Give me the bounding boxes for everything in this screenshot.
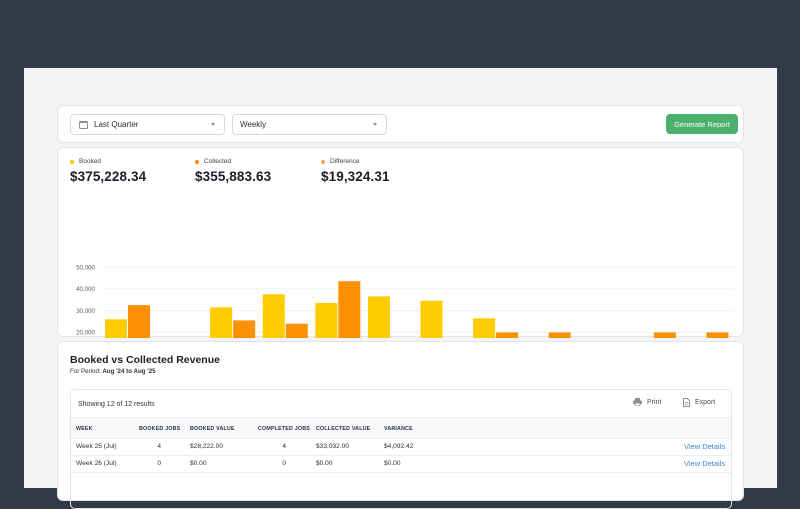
report-period: For Period: Aug '24 to Aug '25 — [70, 368, 156, 375]
bar-collected-week-33 — [548, 332, 571, 338]
chevron-down-icon — [211, 123, 215, 126]
y-tick-label: 40,000 — [76, 286, 95, 293]
report-title: Booked vs Collected Revenue — [70, 354, 220, 366]
report-period-value: Aug '24 to Aug '25 — [102, 368, 156, 375]
period-select-value: Last Quarter — [94, 120, 139, 129]
results-count: Showing 12 of 12 results — [78, 401, 155, 408]
bar-booked-week-27 — [210, 307, 233, 338]
col-collected-value: COLLECTED VALUE — [316, 426, 371, 432]
cell-booked-value: $28,222.00 — [190, 443, 224, 450]
document-icon — [683, 398, 690, 407]
summary-booked: Booked $375,228.34 — [70, 158, 146, 184]
cell-booked-jobs: 4 — [157, 443, 161, 450]
export-label: Export — [695, 399, 716, 406]
summary-difference: Difference $19,324.31 — [321, 158, 390, 184]
view-details-link[interactable]: View Details — [684, 459, 726, 468]
collected-legend-dot — [195, 159, 199, 164]
report-page: Last Quarter Weekly Generate Report Book… — [24, 68, 777, 509]
y-tick-label: 50,000 — [76, 264, 95, 271]
cell-completed-jobs: 0 — [282, 460, 286, 467]
period-select[interactable]: Last Quarter — [70, 114, 225, 135]
view-details-link[interactable]: View Details — [684, 442, 726, 451]
y-tick-label: 30,000 — [76, 308, 95, 315]
bar-booked-week-28 — [262, 294, 285, 338]
cell-variance: $0.00 — [384, 460, 401, 467]
col-completed-jobs: COMPLETED JOBS — [258, 426, 310, 432]
bar-collected-week-35 — [653, 332, 676, 338]
results-table: Showing 12 of 12 results Print Export — [70, 389, 732, 509]
cell-week: Week 26 (Jul) — [76, 460, 117, 467]
booked-legend-dot — [70, 159, 74, 164]
summary-collected: Collected $355,883.63 — [195, 158, 271, 184]
bar-collected-week-36 — [706, 332, 729, 338]
bar-booked-week-29 — [315, 302, 338, 338]
filter-bar: Last Quarter Weekly Generate Report — [57, 105, 744, 143]
table-row: Week 26 (Jul) 0 $0.00 0 $0.00 $0.00 View… — [71, 456, 731, 473]
print-button[interactable]: Print — [633, 398, 661, 406]
summary-collected-label: Collected — [204, 158, 232, 165]
bar-booked-week-30 — [367, 296, 390, 338]
col-week: WEEK — [76, 426, 93, 432]
summary-collected-value: $355,883.63 — [195, 169, 272, 184]
generate-report-button[interactable]: Generate Report — [666, 114, 738, 134]
bar-collected-week-25 — [128, 305, 150, 338]
interval-select[interactable]: Weekly — [232, 114, 387, 135]
col-booked-jobs: BOOKED JOBS — [139, 426, 181, 432]
calendar-icon — [79, 120, 88, 129]
cell-collected-value: $33,032.00 — [316, 443, 350, 450]
summary-difference-label: Difference — [330, 158, 360, 165]
difference-legend-dot — [321, 159, 325, 164]
print-label: Print — [647, 398, 662, 406]
bar-booked-week-32 — [473, 318, 496, 338]
interval-select-value: Weekly — [240, 120, 267, 129]
summary-booked-label: Booked — [79, 158, 102, 165]
cell-collected-value: $0.00 — [316, 460, 333, 467]
y-tick-label: 20,000 — [76, 330, 95, 337]
col-booked-value: BOOKED VALUE — [190, 426, 235, 432]
col-variance: VARIANCE — [384, 426, 413, 432]
report-period-label: For Period: — [70, 368, 101, 375]
summary-booked-value: $375,228.34 — [70, 169, 147, 184]
bar-booked-week-25 — [105, 319, 127, 338]
bar-collected-week-29 — [338, 281, 361, 338]
table-row: Week 25 (Jul) 4 $28,222.00 4 $33,032.00 … — [71, 439, 731, 456]
export-button[interactable]: Export — [683, 398, 715, 407]
cell-booked-jobs: 0 — [157, 460, 161, 467]
revenue-table-card: Booked vs Collected Revenue For Period: … — [57, 341, 744, 509]
table-header: WEEK BOOKED JOBS BOOKED VALUE COMPLETED … — [71, 417, 731, 439]
cell-booked-value: $0.00 — [190, 460, 207, 467]
printer-icon — [633, 398, 642, 406]
bar-collected-week-28 — [285, 323, 308, 338]
bar-collected-week-32 — [496, 332, 519, 338]
cell-completed-jobs: 4 — [282, 443, 286, 450]
bar-collected-week-27 — [233, 320, 256, 338]
cell-week: Week 25 (Jul) — [76, 443, 117, 450]
bar-booked-week-31 — [420, 300, 443, 338]
revenue-chart-card: Booked $375,228.34 Collected $355,883.63… — [57, 147, 744, 338]
summary-difference-value: $19,324.31 — [321, 169, 390, 184]
chevron-down-icon — [373, 123, 377, 126]
cell-variance: $4,092.42 — [384, 443, 414, 450]
